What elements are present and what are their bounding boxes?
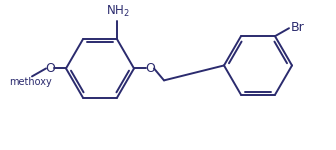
Text: methoxy: methoxy bbox=[10, 77, 52, 87]
Text: Br: Br bbox=[291, 21, 305, 34]
Text: O: O bbox=[45, 62, 55, 75]
Text: NH$_2$: NH$_2$ bbox=[106, 4, 130, 19]
Text: O: O bbox=[145, 62, 155, 75]
